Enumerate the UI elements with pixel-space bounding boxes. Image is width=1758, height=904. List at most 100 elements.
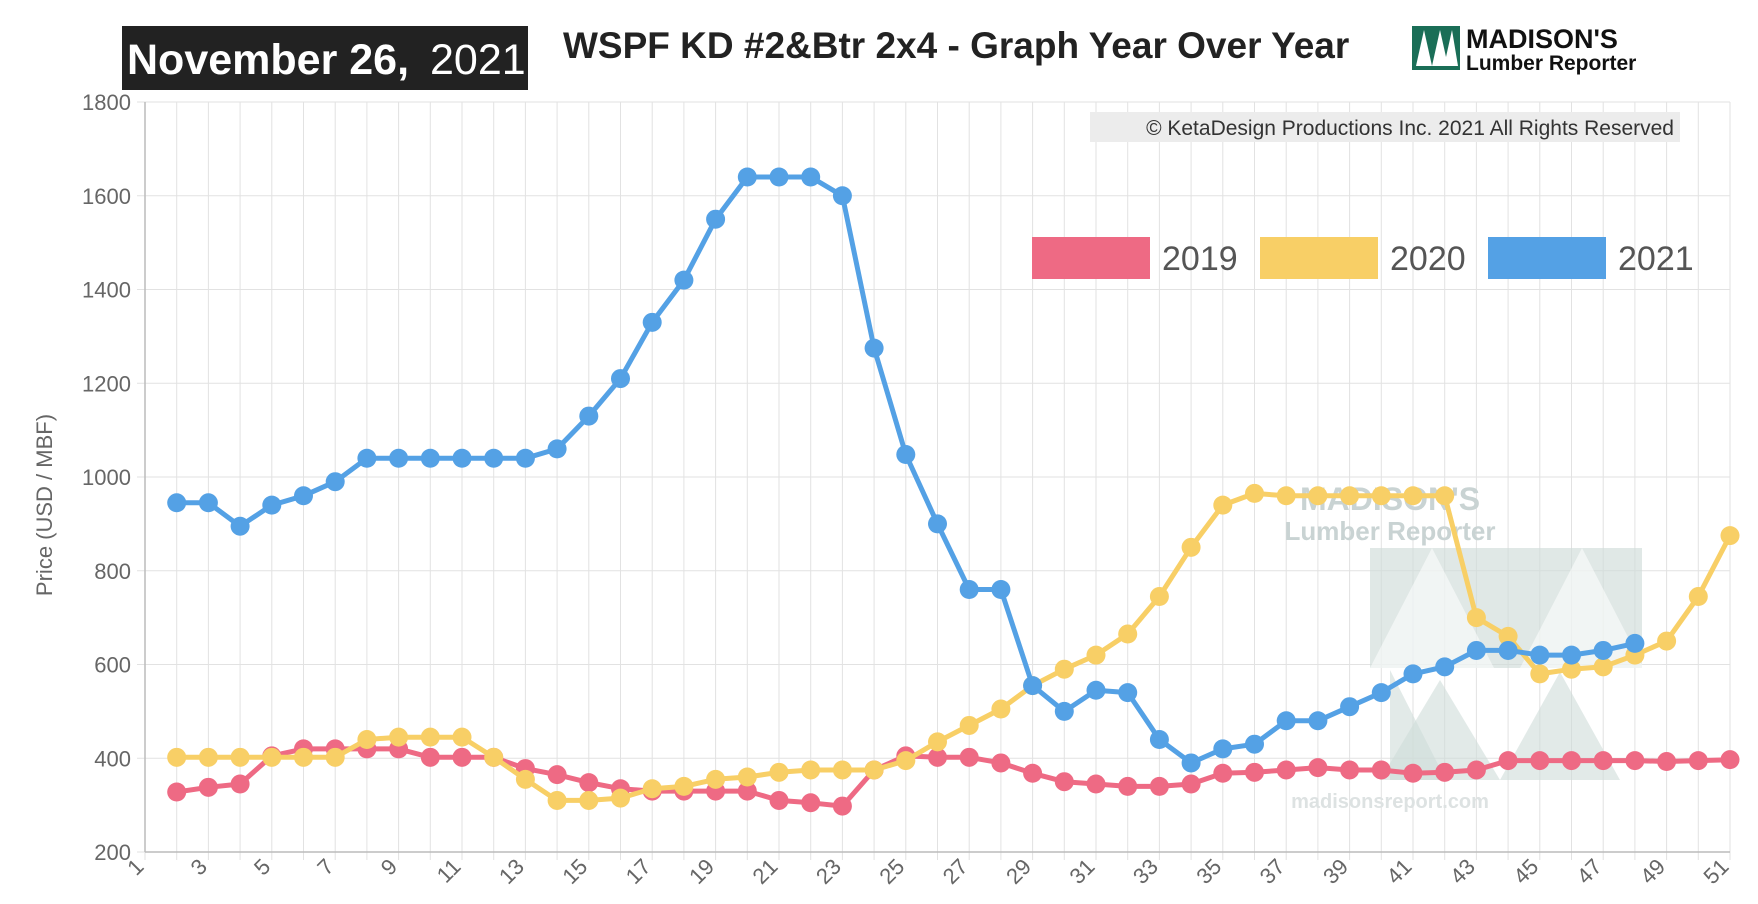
data-point-2020[interactable] [1149,587,1169,607]
data-point-2019[interactable] [230,774,250,794]
data-point-2019[interactable] [452,747,472,767]
data-point-2020[interactable] [1276,486,1296,506]
data-point-2019[interactable] [198,777,218,797]
data-point-2019[interactable] [579,773,599,793]
data-point-2020[interactable] [1340,486,1360,506]
data-point-2020[interactable] [1530,664,1550,684]
data-point-2020[interactable] [1403,486,1423,506]
data-point-2021[interactable] [832,186,852,206]
data-point-2021[interactable] [1340,697,1360,717]
data-point-2019[interactable] [1688,751,1708,771]
data-point-2019[interactable] [1562,751,1581,771]
data-point-2021[interactable] [167,493,187,513]
data-point-2019[interactable] [1593,751,1613,771]
data-point-2021[interactable] [547,439,567,459]
data-point-2021[interactable] [959,580,979,599]
data-point-2019[interactable] [1086,774,1106,794]
data-point-2021[interactable] [896,445,916,464]
data-point-2021[interactable] [674,270,694,290]
data-point-2021[interactable] [1181,753,1201,773]
data-point-2019[interactable] [1276,760,1296,780]
data-point-2021[interactable] [294,486,313,506]
data-point-2021[interactable] [1498,640,1518,660]
data-point-2020[interactable] [611,788,630,808]
data-point-2021[interactable] [991,580,1011,599]
data-point-2021[interactable] [1149,730,1169,749]
data-point-2019[interactable] [1149,776,1169,796]
data-point-2020[interactable] [959,715,979,735]
data-point-2020[interactable] [864,760,884,780]
data-point-2020[interactable] [1720,526,1740,546]
data-point-2021[interactable] [769,167,789,187]
data-point-2019[interactable] [832,796,852,816]
data-point-2021[interactable] [1625,633,1645,653]
data-point-2020[interactable] [1688,587,1708,607]
data-point-2020[interactable] [262,747,282,767]
data-point-2019[interactable] [737,781,757,801]
data-point-2021[interactable] [452,448,472,468]
data-point-2021[interactable] [1371,683,1391,703]
data-point-2020[interactable] [1181,537,1201,557]
data-point-2020[interactable] [1371,486,1391,506]
data-point-2020[interactable] [1562,659,1581,679]
data-point-2019[interactable] [420,747,440,767]
data-point-2021[interactable] [1435,657,1455,677]
data-point-2019[interactable] [991,753,1011,773]
data-point-2020[interactable] [1466,608,1486,628]
data-point-2019[interactable] [167,782,187,802]
data-point-2020[interactable] [389,727,409,747]
data-point-2020[interactable] [896,751,916,771]
data-point-2020[interactable] [1593,657,1613,677]
data-point-2019[interactable] [801,793,821,813]
data-point-2020[interactable] [1498,626,1518,646]
data-point-2020[interactable] [167,747,187,767]
data-point-2021[interactable] [737,167,757,187]
data-point-2020[interactable] [294,747,313,767]
data-point-2020[interactable] [674,776,694,796]
data-point-2020[interactable] [737,767,757,787]
data-point-2019[interactable] [1023,763,1043,783]
data-point-2019[interactable] [1340,760,1360,780]
data-point-2021[interactable] [1308,711,1328,731]
data-point-2019[interactable] [547,765,567,785]
data-point-2020[interactable] [1054,659,1074,679]
data-point-2019[interactable] [959,747,979,767]
data-point-2020[interactable] [325,747,345,767]
data-point-2021[interactable] [611,369,630,389]
data-point-2020[interactable] [484,747,504,767]
data-point-2019[interactable] [1498,751,1518,771]
data-point-2020[interactable] [579,790,599,810]
data-point-2021[interactable] [1245,734,1264,754]
data-point-2021[interactable] [357,448,377,468]
data-point-2019[interactable] [1213,763,1233,783]
data-point-2021[interactable] [230,516,250,536]
data-point-2020[interactable] [1657,631,1677,651]
data-point-2021[interactable] [389,448,409,468]
data-point-2020[interactable] [801,760,821,780]
data-point-2021[interactable] [1593,640,1613,660]
data-point-2021[interactable] [484,448,504,468]
data-point-2021[interactable] [1213,739,1233,759]
data-point-2021[interactable] [1562,645,1581,665]
data-point-2021[interactable] [706,209,726,229]
data-point-2019[interactable] [1435,762,1455,782]
data-point-2021[interactable] [1054,701,1074,721]
data-point-2019[interactable] [1657,752,1677,772]
data-point-2019[interactable] [1466,760,1486,780]
data-point-2019[interactable] [1181,774,1201,794]
data-point-2020[interactable] [452,727,472,747]
data-point-2019[interactable] [1118,776,1138,796]
data-point-2020[interactable] [769,762,789,782]
data-point-2020[interactable] [928,732,947,752]
data-point-2021[interactable] [515,448,535,468]
data-point-2021[interactable] [262,495,282,515]
data-point-2021[interactable] [642,312,662,332]
data-point-2020[interactable] [1118,624,1138,644]
data-point-2021[interactable] [864,338,884,358]
data-point-2021[interactable] [801,167,821,187]
data-point-2019[interactable] [928,747,947,767]
data-point-2020[interactable] [198,747,218,767]
data-point-2020[interactable] [991,699,1011,719]
data-point-2020[interactable] [1435,486,1455,506]
data-point-2021[interactable] [928,514,947,534]
